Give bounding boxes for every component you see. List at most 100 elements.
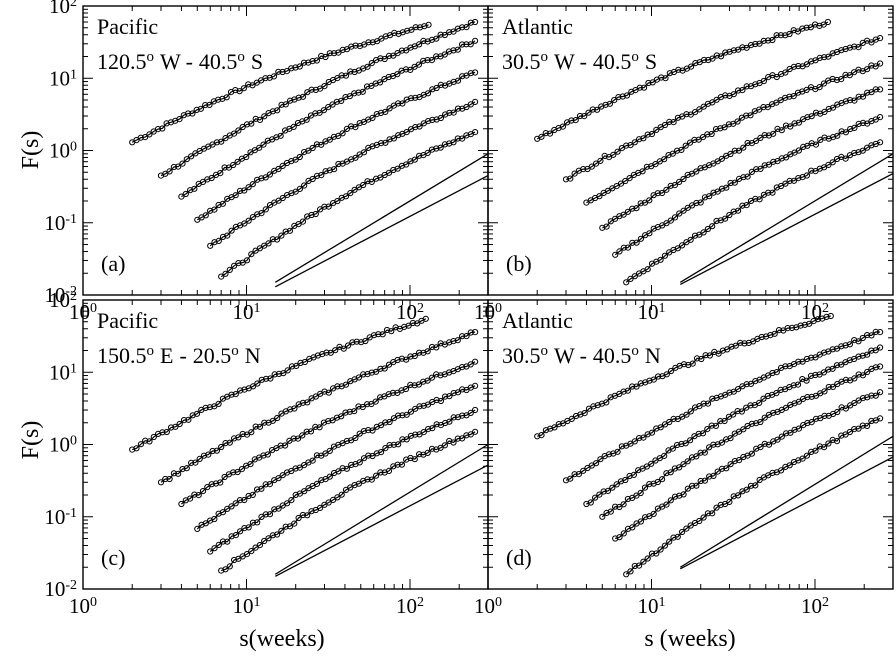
x-tick-label: 100 [69, 300, 97, 324]
data-point [610, 151, 617, 158]
data-point [877, 139, 884, 146]
data-point [609, 484, 616, 491]
data-point [795, 425, 803, 432]
data-point [224, 538, 231, 545]
data-point [450, 390, 457, 397]
data-point [808, 140, 815, 147]
data-point [864, 368, 871, 376]
data-point [360, 455, 368, 462]
data-point [640, 135, 647, 142]
data-point [851, 97, 858, 104]
data-point [676, 178, 683, 185]
data-point [433, 53, 440, 60]
data-point [572, 117, 579, 124]
data-point [855, 120, 862, 128]
data-point [821, 388, 828, 395]
series-line [131, 24, 429, 143]
data-point [757, 418, 764, 426]
data-point [787, 123, 794, 130]
data-point [838, 47, 845, 54]
data-point [459, 73, 466, 80]
data-point [601, 152, 608, 159]
data-point [658, 74, 665, 81]
data-point [288, 363, 296, 370]
data-point [812, 415, 820, 422]
data-point [459, 24, 466, 31]
data-point [667, 182, 674, 189]
data-point [829, 383, 837, 390]
data-point [424, 90, 432, 97]
data-point [266, 171, 273, 178]
data-point [626, 175, 633, 182]
x-axis-label-left: s(weeks) [239, 626, 324, 652]
series-curve-3 [583, 60, 884, 206]
data-point [646, 481, 653, 488]
data-point [325, 499, 332, 506]
x-tick-label: 101 [637, 300, 665, 324]
data-point [593, 160, 600, 167]
data-point [261, 113, 268, 120]
x-tick-label: 101 [232, 300, 260, 324]
data-point [649, 79, 656, 86]
data-point [667, 497, 674, 504]
data-point [639, 168, 646, 175]
data-point [262, 206, 269, 213]
data-point [637, 200, 644, 207]
data-point [409, 319, 416, 327]
data-point [808, 58, 815, 65]
data-point [420, 57, 427, 64]
data-point [187, 495, 194, 502]
location-label-part: 120.5 [97, 49, 147, 74]
data-point [373, 175, 380, 182]
data-point [320, 107, 327, 114]
location-label-part: - [186, 49, 193, 74]
data-point [709, 99, 716, 106]
data-point [403, 96, 410, 103]
data-point [428, 343, 436, 351]
y-tick-label: 102 [49, 0, 77, 18]
data-point [577, 411, 584, 418]
data-point [723, 436, 730, 443]
data-point [734, 408, 741, 415]
data-point [454, 389, 462, 396]
data-point [713, 96, 720, 103]
data-point [816, 54, 823, 62]
data-point [629, 524, 636, 531]
data-point [249, 82, 256, 89]
data-point [294, 435, 302, 442]
data-point [650, 510, 657, 518]
y-tick-label-part: 10 [44, 577, 65, 601]
data-point [725, 121, 733, 128]
ref-steep-line [274, 153, 489, 283]
data-point [740, 144, 747, 151]
data-point [877, 60, 884, 67]
series-curve-2 [562, 328, 884, 484]
data-point [773, 32, 780, 39]
data-point [368, 178, 375, 185]
x-tick-label-part: 2 [417, 595, 424, 610]
data-point [623, 279, 630, 286]
data-point [446, 109, 453, 116]
y-tick-label-part: -1 [65, 505, 77, 520]
data-point [706, 444, 713, 451]
data-point [295, 94, 302, 101]
data-point [727, 150, 734, 158]
data-point [593, 460, 600, 467]
data-point [334, 75, 341, 82]
data-point [433, 145, 440, 152]
data-point [290, 123, 297, 131]
data-point [821, 108, 828, 116]
data-point [459, 435, 466, 442]
data-point [231, 556, 238, 564]
data-point [265, 240, 272, 247]
data-point [795, 175, 802, 182]
data-point [830, 134, 837, 141]
data-point [775, 327, 783, 334]
data-point [386, 418, 393, 426]
data-point [743, 83, 750, 90]
x-tick-label-part: 0 [495, 301, 502, 316]
location-label-part: N [245, 343, 261, 368]
y-tick-label: 102 [49, 288, 77, 312]
data-point [433, 371, 440, 378]
data-point [704, 225, 712, 233]
